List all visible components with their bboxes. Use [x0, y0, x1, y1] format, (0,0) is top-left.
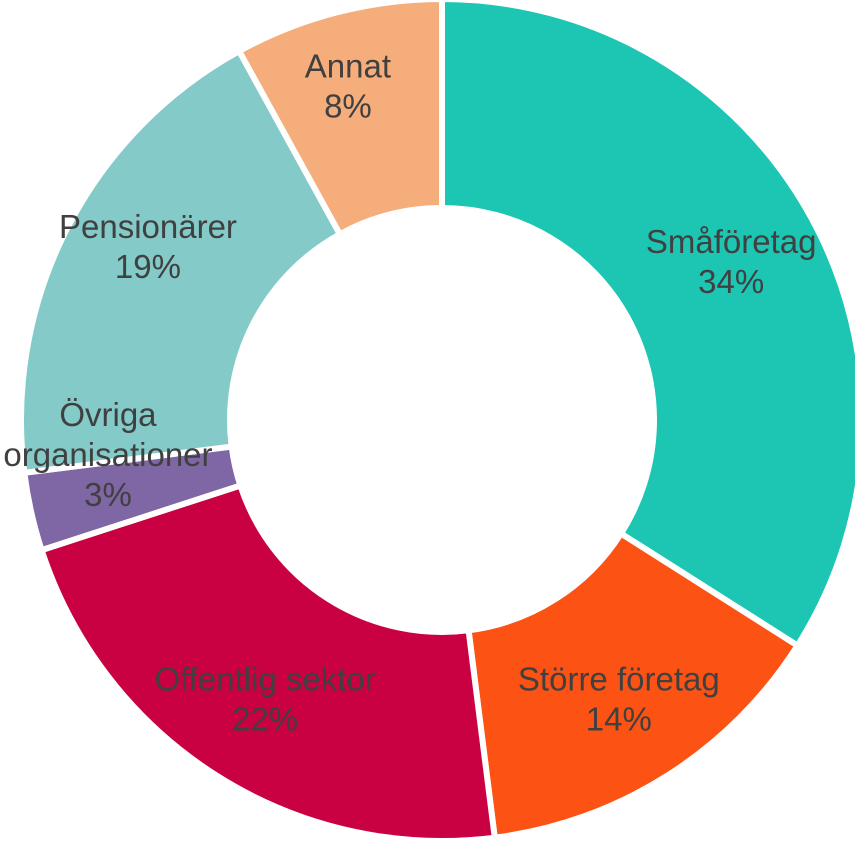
slice-label-3-line-1: organisationer: [3, 436, 212, 473]
slice-value-label-1: 14%: [586, 701, 652, 738]
slices-group: [18, 0, 855, 844]
slice-value-label-4: 19%: [115, 248, 181, 285]
slice-0: [439, 0, 855, 650]
slice-label-0-line-0: Småföretag: [646, 223, 817, 260]
slice-1: [465, 529, 802, 842]
slice-label-4-line-0: Pensionärer: [59, 208, 237, 245]
slice-label-2-line-0: Offentlig sektor: [155, 661, 376, 698]
slice-label-3-line-0: Övriga: [59, 396, 157, 433]
slice-label-1-line-0: Större företag: [518, 661, 720, 698]
slice-4: [18, 46, 344, 477]
slice-5: [235, 0, 445, 239]
slice-label-5-line-0: Annat: [305, 47, 391, 84]
slice-value-label-5: 8%: [324, 87, 372, 124]
slice-value-label-3: 3%: [84, 476, 132, 513]
slice-value-label-2: 22%: [232, 701, 298, 738]
slice-2: [37, 481, 499, 844]
slice-value-label-0: 34%: [698, 263, 764, 300]
